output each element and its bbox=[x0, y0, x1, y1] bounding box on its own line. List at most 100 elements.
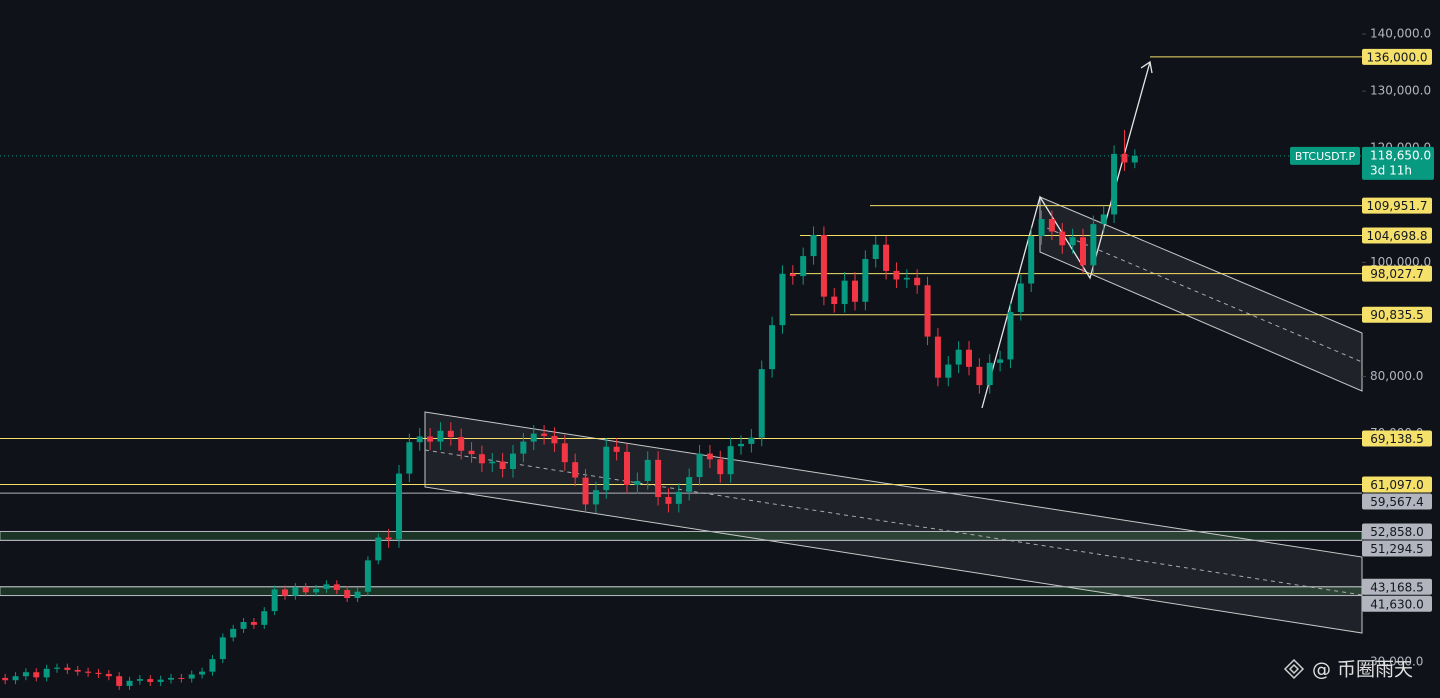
candle-body bbox=[385, 537, 392, 540]
candle-body bbox=[634, 480, 641, 485]
level-label-box bbox=[1362, 493, 1432, 510]
candle-body bbox=[655, 459, 662, 497]
candle-body bbox=[1121, 153, 1128, 163]
candle-body bbox=[1028, 236, 1035, 284]
symbol-label: BTCUSDT.P bbox=[1295, 150, 1356, 163]
candle-body bbox=[396, 473, 402, 540]
level-label-box bbox=[1362, 227, 1432, 244]
level-labels: 136,000.0 109,951.7 104,698.8 98,027.7 90,83… bbox=[1290, 48, 1434, 612]
candle-body bbox=[199, 671, 206, 675]
level-label-box bbox=[1362, 48, 1432, 65]
candle-body bbox=[126, 680, 133, 686]
candle-body bbox=[499, 461, 506, 470]
level-label: 69,138.5 bbox=[1370, 432, 1423, 446]
candle-body bbox=[95, 672, 102, 674]
level-label-box bbox=[1362, 306, 1432, 323]
level-label-box bbox=[1362, 540, 1432, 557]
level-label-box bbox=[1362, 265, 1432, 282]
candle-body bbox=[924, 285, 931, 337]
candle-body bbox=[323, 584, 330, 589]
candle-body bbox=[738, 443, 744, 447]
candle-body bbox=[271, 589, 278, 612]
y-tick-label: 130,000.0 bbox=[1370, 84, 1431, 98]
candle-body bbox=[966, 349, 972, 367]
level-label: 109,951.7 bbox=[1366, 199, 1427, 213]
candle-body bbox=[955, 349, 962, 365]
level-label-box bbox=[1362, 430, 1432, 447]
candle-body bbox=[997, 359, 1004, 363]
candle-body bbox=[1069, 237, 1076, 246]
candle-body bbox=[1038, 218, 1045, 237]
candle-body bbox=[592, 490, 599, 505]
candle-body bbox=[914, 277, 921, 286]
candle-body bbox=[64, 667, 71, 670]
candle-body bbox=[1100, 214, 1107, 225]
candle-body bbox=[903, 277, 910, 280]
candle-body bbox=[147, 679, 154, 682]
level-label: 98,027.7 bbox=[1370, 267, 1423, 281]
candle-body bbox=[1131, 155, 1138, 163]
y-tick-label: 80,000.0 bbox=[1370, 369, 1423, 383]
level-label: 61,097.0 bbox=[1370, 478, 1423, 492]
candle-body bbox=[333, 584, 340, 591]
last-price-label: 118,650.0 bbox=[1370, 148, 1431, 162]
last-price-box bbox=[1362, 146, 1434, 180]
channel-midline bbox=[424, 449, 1363, 596]
candle-body bbox=[219, 637, 226, 660]
candle-body bbox=[520, 441, 527, 454]
candle-body bbox=[157, 679, 164, 682]
candle-body bbox=[945, 364, 952, 378]
candle-body bbox=[727, 446, 734, 475]
candle-body bbox=[209, 659, 216, 672]
candle-body bbox=[12, 676, 19, 681]
candle-body bbox=[33, 672, 40, 678]
symbol-box bbox=[1290, 146, 1360, 165]
candle-body bbox=[675, 491, 682, 504]
candle-body bbox=[85, 671, 92, 673]
candle-body bbox=[561, 443, 568, 463]
candle-body bbox=[458, 437, 465, 451]
level-label-box bbox=[1362, 476, 1432, 493]
level-label: 41,630.0 bbox=[1370, 597, 1423, 611]
y-tick-label: 30,000.0 bbox=[1370, 654, 1423, 668]
candle-body bbox=[447, 430, 454, 438]
candle-body bbox=[22, 672, 29, 677]
candle-body bbox=[841, 280, 848, 305]
level-label-box bbox=[1362, 523, 1432, 540]
arrow-head bbox=[1140, 60, 1153, 74]
candle-body bbox=[178, 677, 185, 679]
candle-body bbox=[551, 435, 558, 444]
candle-body bbox=[872, 244, 879, 259]
candle-body bbox=[437, 430, 444, 442]
watermark-icon bbox=[1283, 658, 1305, 680]
candle-body bbox=[986, 362, 993, 386]
y-tick-label: 100,000.0 bbox=[1370, 255, 1431, 269]
level-label-box bbox=[1362, 578, 1432, 595]
candle-body bbox=[1048, 218, 1055, 232]
candle-body bbox=[862, 258, 869, 302]
candle-body bbox=[976, 366, 983, 386]
candle-body bbox=[105, 673, 112, 677]
candle-body bbox=[893, 270, 900, 280]
candle-body bbox=[1017, 283, 1024, 313]
level-label-box bbox=[1362, 197, 1432, 214]
level-label: 90,835.5 bbox=[1370, 308, 1423, 322]
candle-body bbox=[530, 433, 537, 442]
candle-body bbox=[375, 537, 382, 561]
candle-body bbox=[582, 477, 589, 505]
candle-body bbox=[116, 676, 123, 686]
candle-body bbox=[541, 433, 548, 436]
candle-body bbox=[686, 477, 693, 492]
countdown-label: 3d 11h bbox=[1370, 163, 1412, 177]
candle-body bbox=[748, 437, 755, 444]
candle-body bbox=[789, 273, 796, 277]
candle-body bbox=[831, 296, 838, 305]
candle-body bbox=[769, 325, 776, 370]
candle-body bbox=[934, 336, 941, 378]
candle-body bbox=[489, 461, 496, 464]
candle-body bbox=[810, 234, 817, 257]
candle-body bbox=[188, 674, 195, 679]
candle-body bbox=[427, 436, 434, 442]
candle-body bbox=[230, 628, 237, 638]
